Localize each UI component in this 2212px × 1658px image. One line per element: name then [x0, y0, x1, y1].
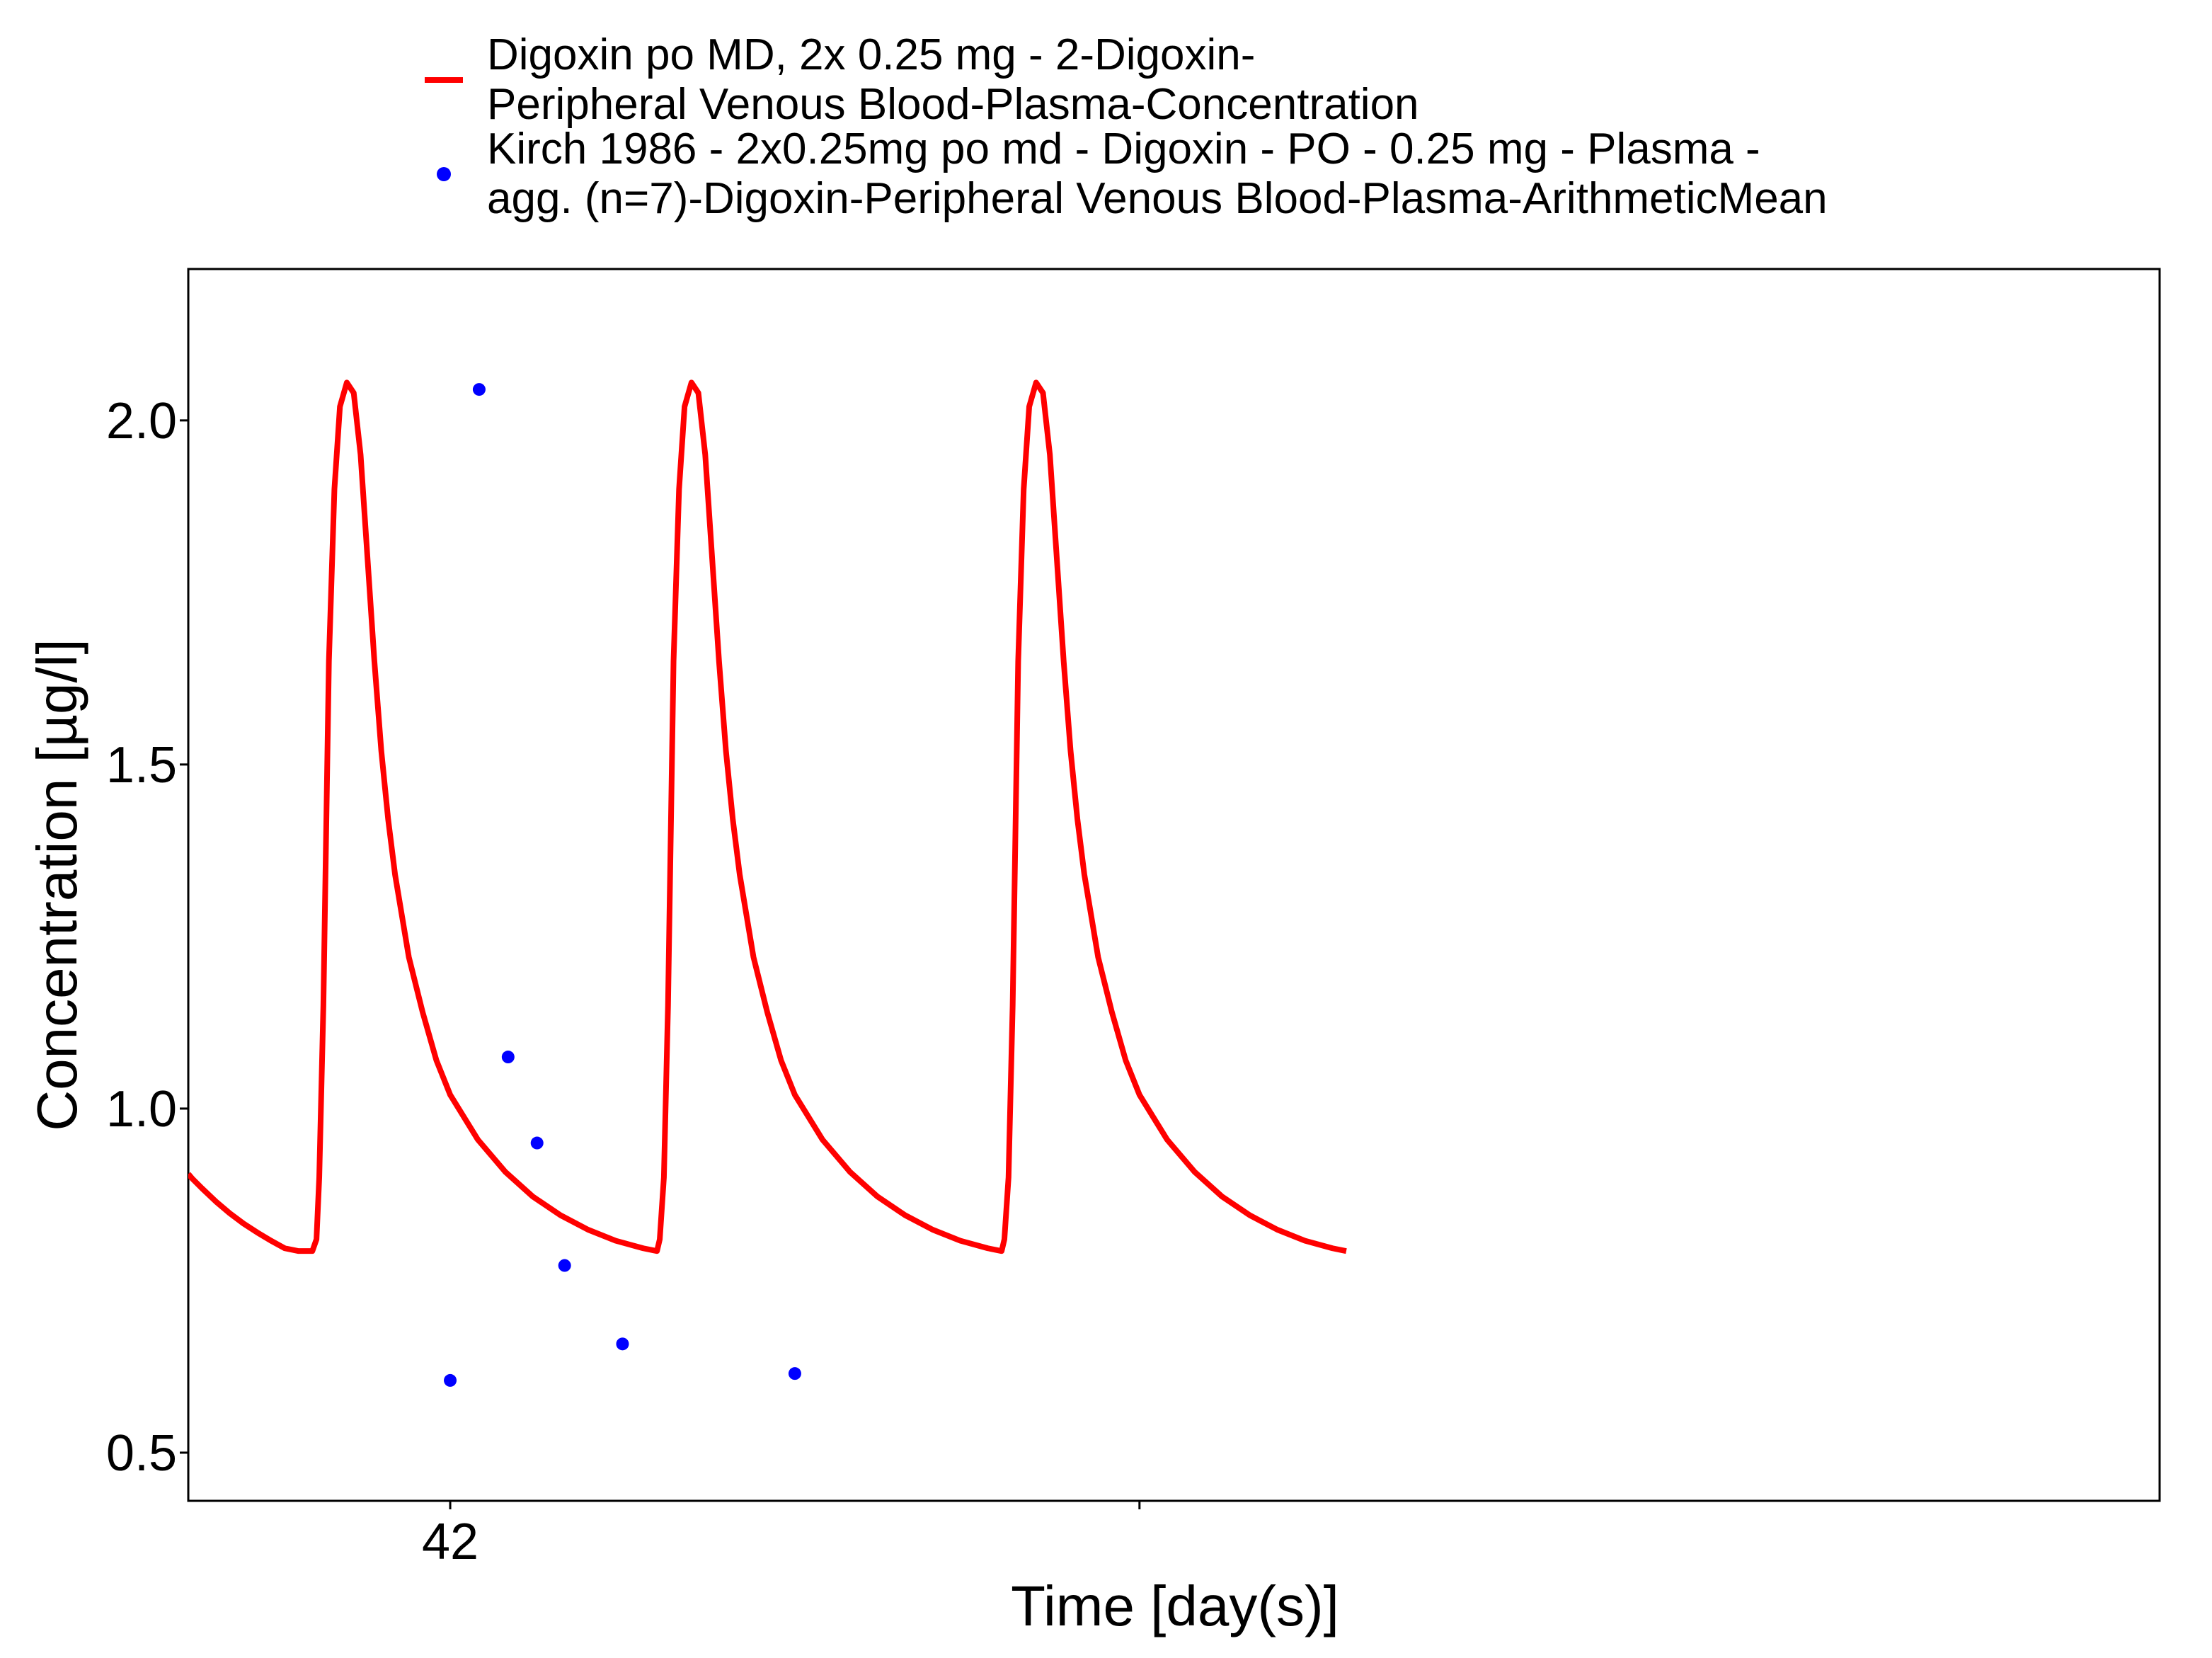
y-axis: 0.5 1.0 1.5 2.0: [106, 393, 188, 1482]
x-axis: 42: [422, 1501, 1141, 1570]
y-tick-label: 0.5: [106, 1425, 177, 1482]
x-axis-title: Time [day(s)]: [1011, 1574, 1339, 1637]
data-point-observed-mean: [616, 1337, 629, 1351]
data-point-observed-mean: [472, 383, 486, 396]
data-point-observed-mean: [444, 1373, 457, 1387]
legend-label-observed-line-2: agg. (n=7)-Digoxin-Peripheral Venous Blo…: [487, 174, 1828, 223]
y-tick-label: 1.0: [106, 1081, 177, 1138]
data-point-observed-mean: [501, 1051, 515, 1064]
legend-dot-swatch: [437, 167, 451, 181]
y-tick-label: 1.5: [106, 737, 177, 794]
data-point-observed-mean: [558, 1259, 571, 1272]
legend: Digoxin po MD, 2x 0.25 mg - 2-Digoxin- P…: [425, 30, 1828, 223]
series-layer: [188, 379, 1347, 1387]
legend-label-simulation-line-2: Peripheral Venous Blood-Plasma-Concentra…: [487, 80, 1419, 129]
y-tick-label: 2.0: [106, 393, 177, 450]
legend-label-simulation-line-1: Digoxin po MD, 2x 0.25 mg - 2-Digoxin-: [487, 30, 1255, 79]
legend-label-observed-line-1: Kirch 1986 - 2x0.25mg po md - Digoxin - …: [487, 125, 1760, 173]
x-tick-label: 42: [422, 1514, 478, 1570]
series-line-simulated-concentration: [188, 379, 1347, 1254]
y-axis-title: Concentration [µg/l]: [25, 639, 88, 1131]
data-point-observed-mean: [788, 1367, 801, 1380]
plot-panel: [187, 268, 2161, 1502]
data-point-observed-mean: [530, 1136, 544, 1150]
